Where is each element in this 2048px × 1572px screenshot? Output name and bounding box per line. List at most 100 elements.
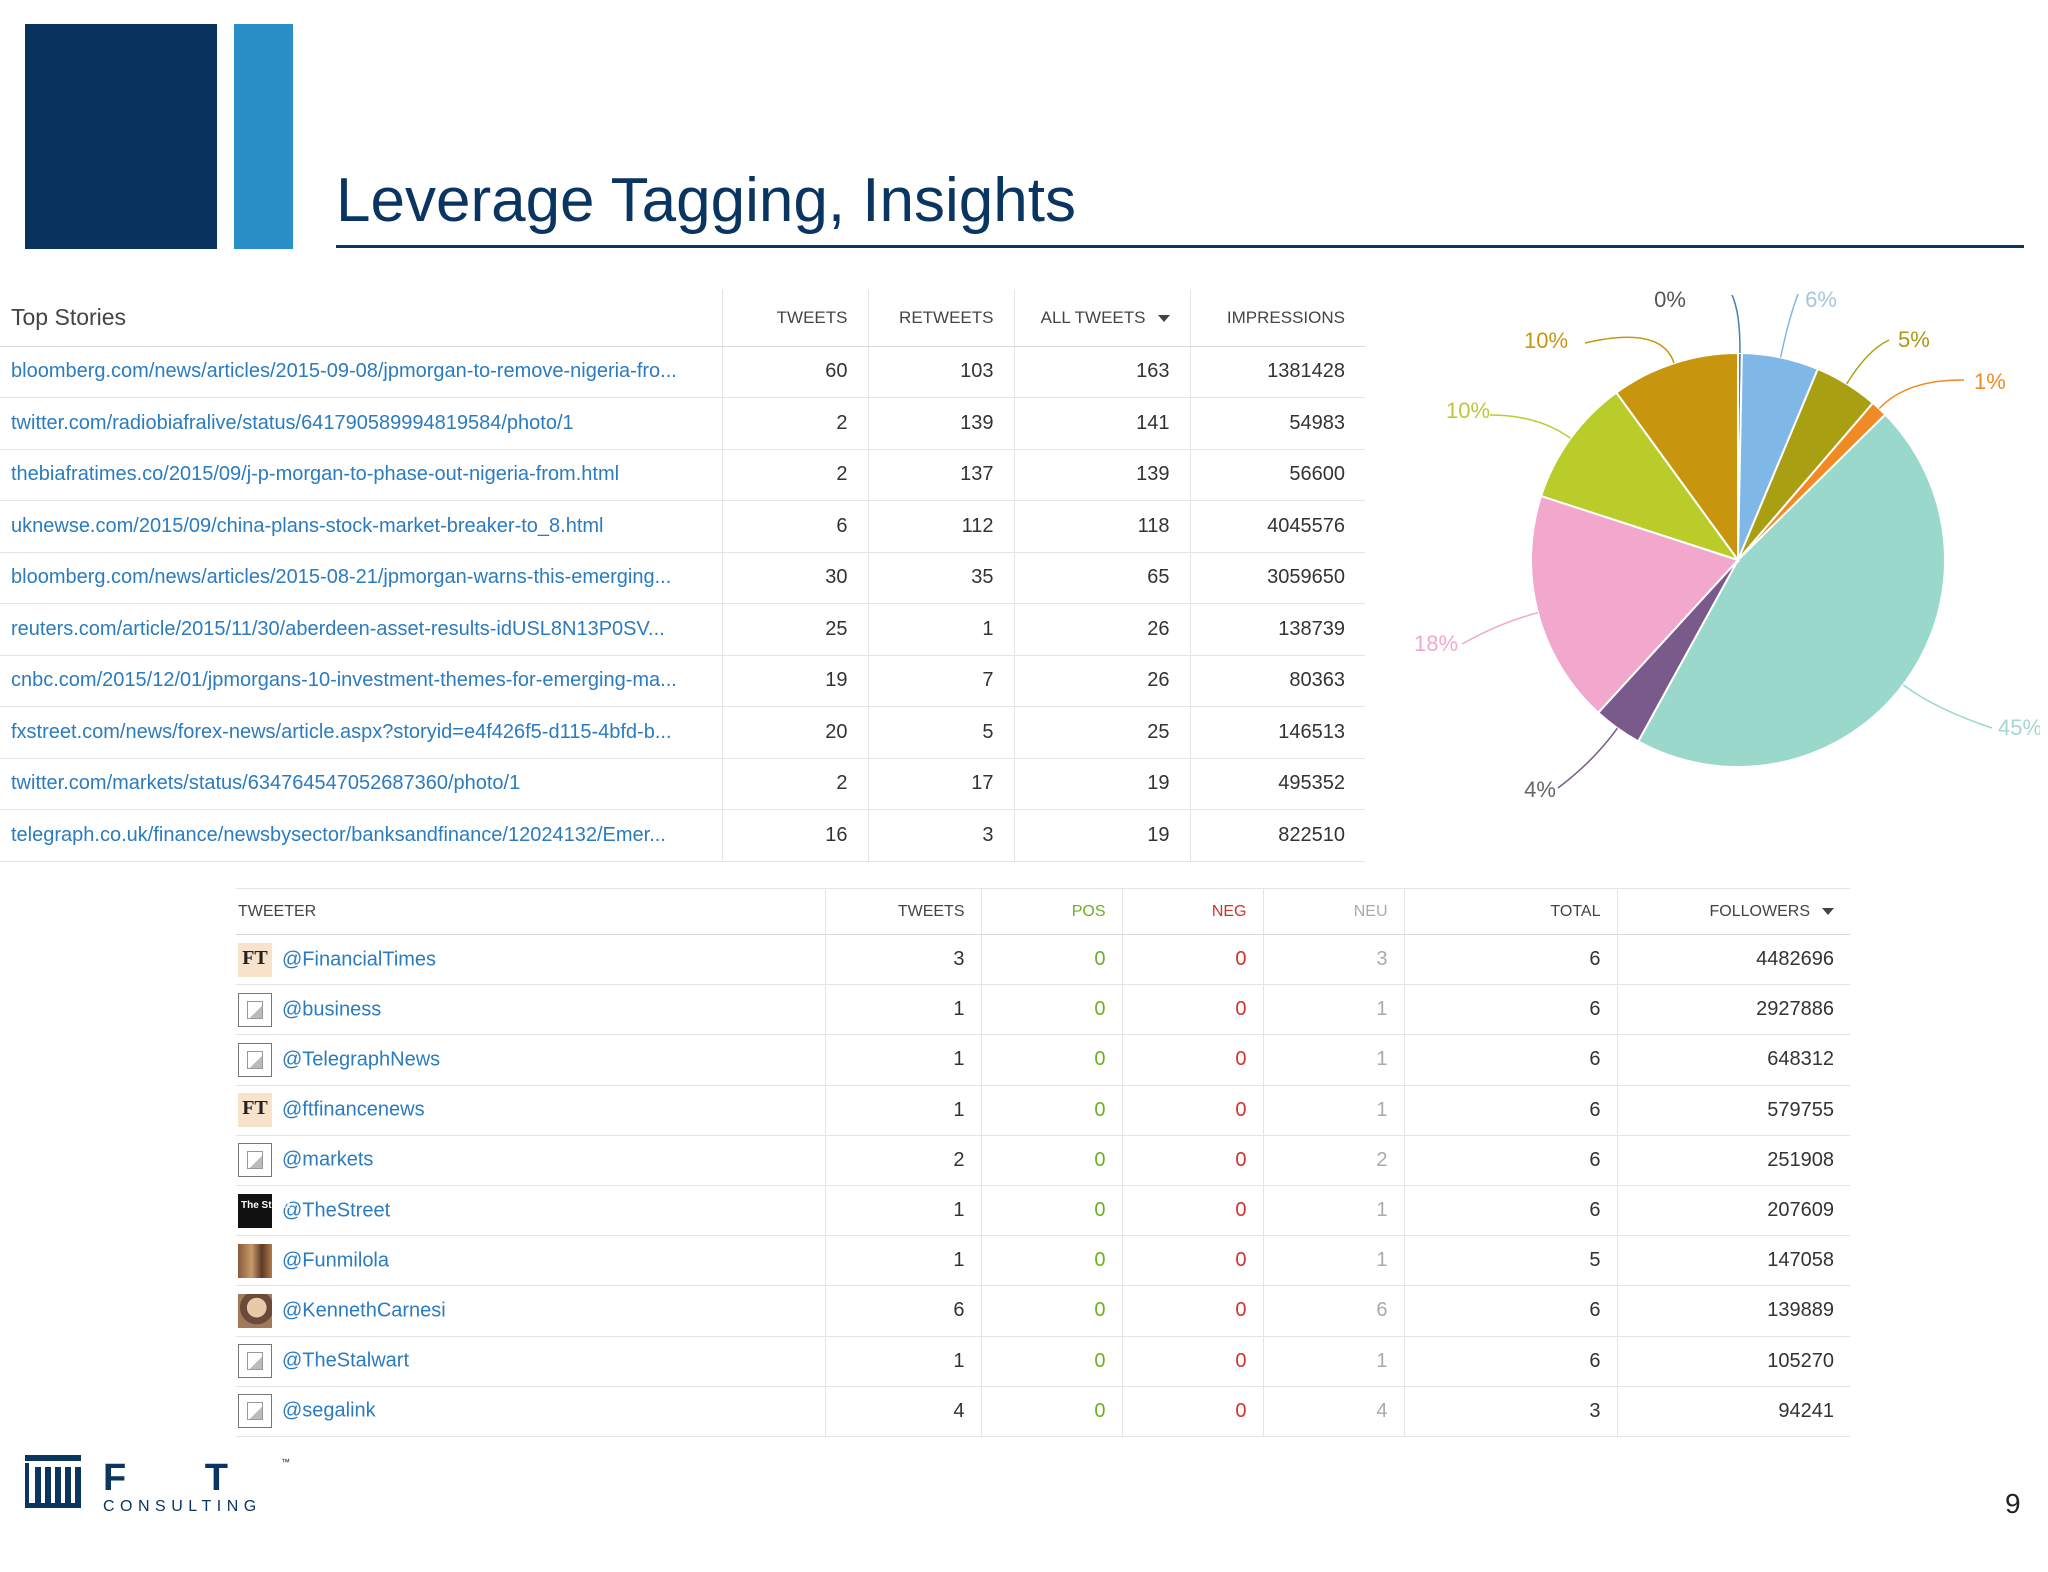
tweeter-pos: 0 bbox=[980, 1034, 1122, 1086]
pie-slice-label: 18% bbox=[1414, 631, 1458, 656]
story-url-link[interactable]: twitter.com/markets/status/6347645470526… bbox=[0, 758, 722, 810]
story-tweets: 16 bbox=[721, 809, 868, 862]
story-tweets: 2 bbox=[721, 449, 868, 501]
story-url-text[interactable]: bloomberg.com/news/articles/2015-09-08/j… bbox=[11, 360, 677, 383]
tweeter-handle-link[interactable]: @KennethCarnesi bbox=[282, 1299, 446, 1322]
fti-logo-subtext: CONSULTING bbox=[103, 1498, 262, 1515]
story-url-text[interactable]: telegraph.co.uk/finance/newsbysector/ban… bbox=[11, 823, 666, 846]
column-header-pos[interactable]: POS bbox=[980, 888, 1122, 935]
avatar[interactable] bbox=[238, 1243, 272, 1278]
tweeter-tweets: 2 bbox=[824, 1135, 981, 1186]
tweeter-neu: 4 bbox=[1262, 1386, 1404, 1437]
story-url-link[interactable]: bloomberg.com/news/articles/2015-08-21/j… bbox=[0, 552, 722, 604]
story-url-text[interactable]: twitter.com/radiobiafralive/status/64179… bbox=[11, 411, 574, 434]
tweeter-followers: 105270 bbox=[1616, 1336, 1850, 1387]
tweeter-total: 6 bbox=[1403, 1336, 1617, 1387]
pie-slice bbox=[1539, 391, 1741, 562]
pie-leader-line bbox=[1878, 379, 1965, 410]
tweeter-cell: The Street@TheStreet bbox=[236, 1185, 825, 1237]
story-retweets: 103 bbox=[867, 346, 1014, 398]
broken-image-icon[interactable] bbox=[238, 992, 272, 1027]
tweeter-row: FT @ftfinancenews 1 0 0 1 6 579755 bbox=[236, 1085, 1850, 1136]
story-url-link[interactable]: bloomberg.com/news/articles/2015-09-08/j… bbox=[0, 346, 722, 398]
pie-slice-label: 10% bbox=[1524, 328, 1568, 353]
avatar[interactable]: FT bbox=[238, 1093, 272, 1128]
tweeter-handle-link[interactable]: @TheStalwart bbox=[282, 1349, 410, 1372]
column-header-retweets[interactable]: RETWEETS bbox=[867, 290, 1014, 347]
pie-slice-label: 10% bbox=[1446, 398, 1490, 423]
story-url-link[interactable]: telegraph.co.uk/finance/newsbysector/ban… bbox=[0, 809, 722, 862]
tweeter-tweets: 6 bbox=[824, 1285, 981, 1337]
story-retweets: 35 bbox=[867, 552, 1014, 604]
tweeter-neu: 6 bbox=[1262, 1285, 1404, 1337]
tweeter-followers: 648312 bbox=[1616, 1034, 1850, 1086]
story-url-text[interactable]: thebiafratimes.co/2015/09/j-p-morgan-to-… bbox=[11, 463, 620, 486]
pie-leader-line bbox=[1461, 612, 1539, 645]
tweeter-handle-link[interactable]: @Funmilola bbox=[282, 1249, 390, 1271]
sort-caret-icon bbox=[1822, 907, 1834, 915]
broken-image-icon[interactable] bbox=[238, 1042, 272, 1077]
story-retweets: 3 bbox=[867, 809, 1014, 862]
tweeter-handle-link[interactable]: @FinancialTimes bbox=[282, 947, 437, 970]
tweeter-total: 5 bbox=[1403, 1235, 1617, 1287]
column-header-followers-label: FOLLOWERS bbox=[1709, 902, 1810, 920]
broken-image-icon[interactable] bbox=[238, 1394, 272, 1429]
tweeter-neg: 0 bbox=[1121, 934, 1263, 986]
story-tweets: 30 bbox=[721, 552, 868, 604]
story-url-text[interactable]: cnbc.com/2015/12/01/jpmorgans-10-investm… bbox=[11, 669, 677, 692]
story-url-link[interactable]: reuters.com/article/2015/11/30/aberdeen-… bbox=[0, 603, 722, 656]
pie-slice-label: 0% bbox=[1654, 287, 1686, 312]
broken-image-icon[interactable] bbox=[238, 1344, 272, 1379]
tweeter-handle-link[interactable]: @ftfinancenews bbox=[282, 1098, 425, 1121]
tweeter-handle-link[interactable]: @markets bbox=[282, 1148, 374, 1171]
column-header-all-tweets[interactable]: ALL TWEETS bbox=[1013, 290, 1190, 347]
story-retweets: 5 bbox=[867, 706, 1014, 759]
tweeter-row: The Street@TheStreet 1 0 0 1 6 207609 bbox=[236, 1185, 1850, 1237]
column-header-neg[interactable]: NEG bbox=[1121, 888, 1263, 935]
column-header-total[interactable]: TOTAL bbox=[1403, 888, 1617, 935]
story-url-link[interactable]: cnbc.com/2015/12/01/jpmorgans-10-investm… bbox=[0, 655, 722, 707]
tweeter-pos: 0 bbox=[980, 1085, 1122, 1136]
tweeter-neu: 1 bbox=[1262, 1235, 1404, 1287]
tweeter-row: @TheStalwart 1 0 0 1 6 105270 bbox=[236, 1336, 1850, 1387]
column-header-followers[interactable]: FOLLOWERS bbox=[1616, 888, 1850, 935]
story-url-text[interactable]: fxstreet.com/news/forex-news/article.asp… bbox=[11, 720, 672, 743]
title-rule bbox=[336, 245, 2024, 248]
tweeter-neg: 0 bbox=[1121, 1135, 1263, 1186]
tweeter-cell: @TheStalwart bbox=[236, 1336, 825, 1387]
column-header-neu[interactable]: NEU bbox=[1262, 888, 1404, 935]
broken-image-icon[interactable] bbox=[238, 1143, 272, 1178]
avatar[interactable]: The Street bbox=[238, 1193, 290, 1228]
story-url-text[interactable]: reuters.com/article/2015/11/30/aberdeen-… bbox=[11, 617, 665, 640]
story-tweets: 60 bbox=[721, 346, 868, 398]
tweeter-handle-link[interactable]: @segalink bbox=[282, 1399, 376, 1422]
story-all-tweets: 141 bbox=[1013, 397, 1190, 450]
story-url-link[interactable]: twitter.com/radiobiafralive/status/64179… bbox=[0, 397, 722, 450]
story-all-tweets: 26 bbox=[1013, 603, 1190, 656]
tweeter-followers: 251908 bbox=[1616, 1135, 1850, 1186]
tweeter-handle-link[interactable]: @business bbox=[282, 998, 382, 1021]
pie-leader-line bbox=[1902, 684, 1993, 729]
avatar[interactable]: FT bbox=[238, 942, 272, 977]
tweeter-handle-link[interactable]: @TheStreet bbox=[282, 1198, 391, 1221]
story-url-text[interactable]: twitter.com/markets/status/6347645470526… bbox=[11, 772, 521, 795]
tweeter-handle-link[interactable]: @TelegraphNews bbox=[282, 1048, 441, 1071]
column-header-impressions[interactable]: IMPRESSIONS bbox=[1189, 290, 1365, 347]
tweeter-neg: 0 bbox=[1121, 1034, 1263, 1086]
brand-block-light bbox=[234, 24, 293, 249]
tweeter-cell: @Funmilola bbox=[236, 1235, 825, 1287]
tweeter-neu: 1 bbox=[1262, 984, 1404, 1036]
story-url-text[interactable]: uknewse.com/2015/09/china-plans-stock-ma… bbox=[11, 514, 604, 537]
avatar[interactable] bbox=[238, 1293, 272, 1328]
column-header-tweets[interactable]: TWEETS bbox=[824, 888, 981, 935]
pie-leader-line bbox=[1489, 414, 1571, 439]
column-header-tweets[interactable]: TWEETS bbox=[721, 290, 868, 347]
tweeter-tweets: 3 bbox=[824, 934, 981, 986]
story-url-link[interactable]: thebiafratimes.co/2015/09/j-p-morgan-to-… bbox=[0, 449, 722, 501]
column-header-tweeter[interactable]: TWEETER bbox=[236, 888, 825, 935]
tweeter-pos: 0 bbox=[980, 1336, 1122, 1387]
story-url-text[interactable]: bloomberg.com/news/articles/2015-08-21/j… bbox=[11, 566, 672, 589]
story-url-link[interactable]: fxstreet.com/news/forex-news/article.asp… bbox=[0, 706, 722, 759]
story-row: bloomberg.com/news/articles/2015-09-08/j… bbox=[0, 346, 1365, 398]
story-url-link[interactable]: uknewse.com/2015/09/china-plans-stock-ma… bbox=[0, 500, 722, 553]
